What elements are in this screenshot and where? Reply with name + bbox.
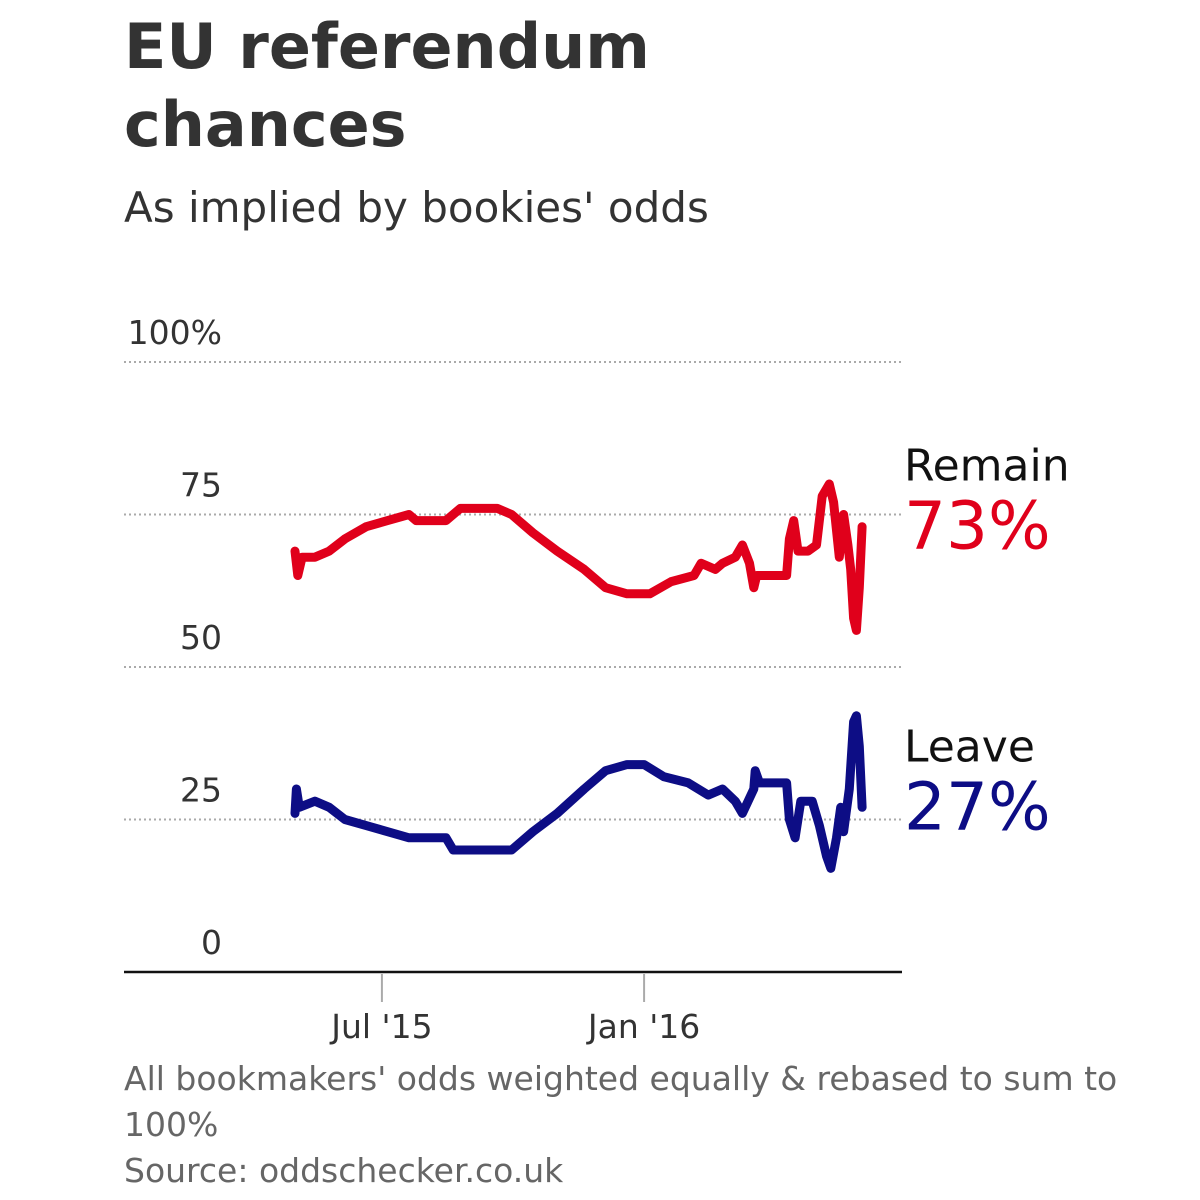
chart-title-line-2: chances bbox=[124, 88, 407, 161]
y-tick-label-100: 100% bbox=[128, 313, 222, 352]
series-label-leave: Leave bbox=[904, 721, 1035, 772]
series-line-remain bbox=[290, 479, 867, 635]
chart-footer: All bookmakers' odds weighted equally & … bbox=[124, 1056, 1124, 1194]
chart-title: EU referendum chances bbox=[124, 8, 1024, 164]
series-lines bbox=[290, 479, 867, 873]
series-label-remain: Remain bbox=[904, 441, 1070, 492]
y-tick-label-0: 0 bbox=[201, 923, 222, 962]
x-tick-label-0: Jul '15 bbox=[329, 1007, 432, 1046]
chart-subtitle: As implied by bookies' odds bbox=[124, 183, 709, 232]
y-tick-label-25: 25 bbox=[180, 771, 222, 810]
x-tick-label-1: Jan '16 bbox=[586, 1007, 700, 1046]
y-tick-label-75: 75 bbox=[180, 466, 222, 505]
series-value-leave: 27% bbox=[904, 768, 1051, 845]
y-tick-label-50: 50 bbox=[180, 618, 222, 657]
series-value-remain: 73% bbox=[904, 488, 1051, 565]
footer-note: All bookmakers' odds weighted equally & … bbox=[124, 1059, 1118, 1144]
y-axis: 100% 75 50 25 0 bbox=[128, 313, 222, 962]
chart-title-line-1: EU referendum bbox=[124, 10, 650, 83]
source-note: Source: oddschecker.co.uk bbox=[124, 1151, 564, 1190]
gridlines bbox=[124, 361, 902, 821]
series-line-leave bbox=[290, 711, 867, 873]
x-axis: Jul '15 Jan '16 bbox=[124, 970, 902, 1046]
